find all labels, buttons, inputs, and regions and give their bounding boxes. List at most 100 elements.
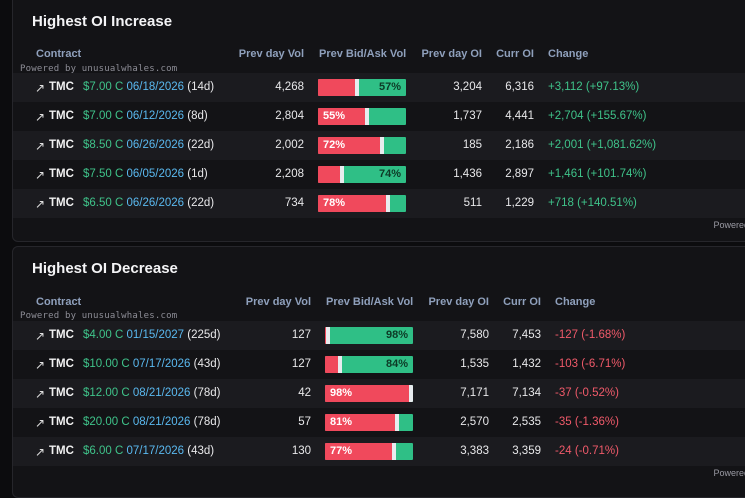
ticker-symbol[interactable]: TMC (49, 197, 74, 209)
contract-desc[interactable]: $8.50 C 06/26/2026 (22d) (83, 139, 214, 151)
contract-desc[interactable]: $12.00 C 08/21/2026 (78d) (83, 387, 221, 399)
mid-marker (355, 79, 359, 96)
oi-change: -24 (-0.71%) (555, 445, 619, 457)
prev-day-oi: 1,737 (453, 110, 482, 122)
ticker-symbol[interactable]: TMC (49, 445, 74, 457)
col-bid-ask[interactable]: Prev Bid/Ask Vol (326, 296, 414, 308)
oi-change: +718 (+140.51%) (548, 197, 637, 209)
mid-marker (392, 443, 396, 460)
prev-day-oi: 3,204 (453, 81, 482, 93)
prev-day-vol: 4,268 (275, 81, 304, 93)
col-prev-vol[interactable]: Prev day Vol (245, 296, 311, 308)
curr-oi: 6,316 (505, 81, 534, 93)
bid-ask-bar: 55% (318, 108, 406, 125)
bid-ask-bar: 98% (325, 385, 413, 402)
trend-arrow-icon: ↗ (35, 416, 46, 430)
mid-marker (386, 195, 390, 212)
ticker-symbol[interactable]: TMC (49, 168, 74, 180)
col-change[interactable]: Change (555, 296, 596, 308)
contract-desc[interactable]: $6.50 C 06/26/2026 (22d) (83, 197, 214, 209)
prev-day-vol: 2,002 (275, 139, 304, 151)
powered-by-label[interactable]: Powered by unusualwhales.com (20, 311, 178, 321)
contract-desc[interactable]: $7.00 C 06/12/2026 (8d) (83, 110, 208, 122)
bid-ask-pct: 78% (323, 197, 346, 209)
col-change[interactable]: Change (548, 48, 589, 60)
strike-price: $20.00 C (83, 416, 130, 428)
table-row[interactable]: ↗ TMC $7.00 C 06/18/2026 (14d) 4,268 57% 3,20… (13, 73, 745, 102)
expiry-date: 06/26/2026 (126, 139, 185, 151)
table-header: Contract Prev day Vol Prev Bid/Ask Vol P… (13, 291, 745, 313)
oi-change: +2,001 (+1,081.62%) (548, 139, 657, 151)
strike-price: $4.00 C (83, 329, 124, 341)
powered-footer[interactable]: Powered (713, 220, 745, 230)
expiry-date: 08/21/2026 (132, 416, 191, 428)
prev-day-oi: 7,580 (460, 329, 489, 341)
trend-arrow-icon: ↗ (35, 168, 46, 182)
strike-price: $7.50 C (83, 168, 124, 180)
contract-desc[interactable]: $7.50 C 06/05/2026 (1d) (83, 168, 208, 180)
ticker-symbol[interactable]: TMC (49, 81, 74, 93)
col-bid-ask[interactable]: Prev Bid/Ask Vol (319, 48, 407, 60)
powered-by-label[interactable]: Powered by unusualwhales.com (20, 64, 178, 74)
contract-desc[interactable]: $10.00 C 07/17/2026 (43d) (83, 358, 221, 370)
contract-desc[interactable]: $6.00 C 07/17/2026 (43d) (83, 445, 214, 457)
days-to-expiry: (225d) (187, 329, 221, 341)
col-contract[interactable]: Contract (36, 48, 82, 60)
ticker-symbol[interactable]: TMC (49, 139, 74, 151)
contract-desc[interactable]: $4.00 C 01/15/2027 (225d) (83, 329, 221, 341)
prev-day-vol: 130 (291, 445, 311, 457)
strike-price: $10.00 C (83, 358, 130, 370)
days-to-expiry: (43d) (193, 358, 221, 370)
days-to-expiry: (14d) (187, 81, 215, 93)
bid-ask-pct: 84% (385, 358, 408, 370)
strike-price: $12.00 C (83, 387, 130, 399)
bid-fill (318, 166, 341, 183)
ticker-symbol[interactable]: TMC (49, 416, 74, 428)
bid-ask-pct: 77% (330, 445, 353, 457)
ticker-symbol[interactable]: TMC (49, 329, 74, 341)
strike-price: $6.00 C (83, 445, 124, 457)
prev-day-oi: 3,383 (460, 445, 489, 457)
table-row[interactable]: ↗ TMC $10.00 C 07/17/2026 (43d) 127 84% 1,535… (13, 350, 745, 379)
ticker-symbol[interactable]: TMC (49, 387, 74, 399)
expiry-date: 08/21/2026 (132, 387, 191, 399)
curr-oi: 7,134 (512, 387, 541, 399)
prev-day-oi: 1,535 (460, 358, 489, 370)
ticker-symbol[interactable]: TMC (49, 358, 74, 370)
prev-day-oi: 511 (463, 197, 482, 209)
prev-day-vol: 2,804 (275, 110, 304, 122)
col-prev-oi[interactable]: Prev day OI (428, 296, 489, 308)
days-to-expiry: (78d) (193, 416, 221, 428)
col-prev-vol[interactable]: Prev day Vol (238, 48, 304, 60)
mid-marker (338, 356, 342, 373)
table-row[interactable]: ↗ TMC $4.00 C 01/15/2027 (225d) 127 98% 7,580… (13, 321, 745, 350)
col-curr-oi[interactable]: Curr OI (496, 48, 534, 60)
bid-ask-pct: 57% (378, 81, 401, 93)
bid-ask-pct: 81% (330, 416, 353, 428)
col-prev-oi[interactable]: Prev day OI (421, 48, 482, 60)
ticker-symbol[interactable]: TMC (49, 110, 74, 122)
table-row[interactable]: ↗ TMC $12.00 C 08/21/2026 (78d) 42 98% 7,171 7… (13, 379, 745, 408)
days-to-expiry: (22d) (187, 197, 215, 209)
bid-ask-bar: 78% (318, 195, 406, 212)
contract-desc[interactable]: $7.00 C 06/18/2026 (14d) (83, 81, 214, 93)
bid-ask-bar: 98% (325, 327, 413, 344)
table-row[interactable]: ↗ TMC $8.50 C 06/26/2026 (22d) 2,002 72% 185 2… (13, 131, 745, 160)
table-row[interactable]: ↗ TMC $20.00 C 08/21/2026 (78d) 57 81% 2,570 2… (13, 408, 745, 437)
table-row[interactable]: ↗ TMC $7.50 C 06/05/2026 (1d) 2,208 74% 1,436… (13, 160, 745, 189)
mid-marker (365, 108, 369, 125)
table-row[interactable]: ↗ TMC $7.00 C 06/12/2026 (8d) 2,804 55% 1,737… (13, 102, 745, 131)
table-header: Contract Prev day Vol Prev Bid/Ask Vol P… (13, 43, 745, 65)
oi-change: -37 (-0.52%) (555, 387, 619, 399)
table-row[interactable]: ↗ TMC $6.00 C 07/17/2026 (43d) 130 77% 3,383 3… (13, 437, 745, 466)
bid-ask-bar: 72% (318, 137, 406, 154)
curr-oi: 3,359 (512, 445, 541, 457)
prev-day-vol: 127 (291, 358, 311, 370)
contract-desc[interactable]: $20.00 C 08/21/2026 (78d) (83, 416, 221, 428)
powered-footer[interactable]: Powered (713, 468, 745, 478)
trend-arrow-icon: ↗ (35, 445, 46, 459)
table-row[interactable]: ↗ TMC $6.50 C 06/26/2026 (22d) 734 78% 511 1,2… (13, 189, 745, 218)
col-contract[interactable]: Contract (36, 296, 82, 308)
panel-title: Highest OI Increase (32, 13, 173, 30)
col-curr-oi[interactable]: Curr OI (503, 296, 541, 308)
